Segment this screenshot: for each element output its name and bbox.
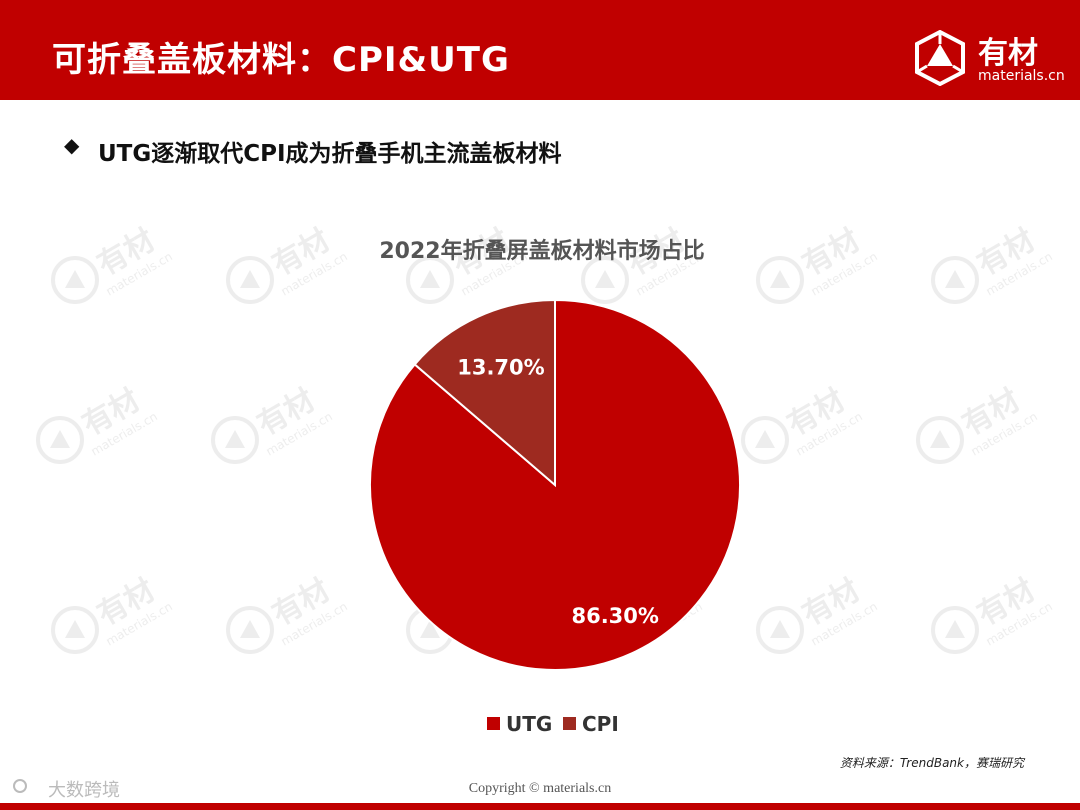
data-label-utg: 86.30% <box>571 604 658 628</box>
copyright-text: Copyright © materials.cn <box>468 781 612 796</box>
chart-legend: UTG CPI <box>487 712 619 736</box>
legend-swatch-cpi <box>563 717 576 730</box>
source-note: 资料来源：TrendBank，赛瑞研究 <box>839 756 1024 770</box>
page-title: 可折叠盖板材料：CPI&UTG <box>52 40 510 80</box>
platform-watermark-text: 大数跨境 <box>48 780 120 801</box>
section-subtitle: UTG逐渐取代CPI成为折叠手机主流盖板材料 <box>98 141 562 167</box>
legend-label-utg: UTG <box>506 712 552 736</box>
pie-slice-cpi <box>413 298 556 488</box>
pie-slices <box>369 298 741 671</box>
header-bar: 可折叠盖板材料：CPI&UTG 有材 materials.cn <box>0 0 1080 100</box>
chart-title: 2022年折叠屏盖板材料市场占比 <box>379 238 704 264</box>
logo-icon <box>915 30 965 86</box>
legend-swatch-utg <box>487 717 500 730</box>
diamond-bullet-icon: ◆ <box>64 133 80 157</box>
data-label-cpi: 13.70% <box>457 355 544 379</box>
footer-bar <box>0 803 1080 810</box>
logo-domain: materials.cn <box>978 68 1065 84</box>
pie-labels: 86.30% 13.70% <box>457 355 659 628</box>
legend-label-cpi: CPI <box>582 712 619 736</box>
logo-text: 有材 <box>978 36 1038 71</box>
platform-logo-icon <box>13 779 27 793</box>
